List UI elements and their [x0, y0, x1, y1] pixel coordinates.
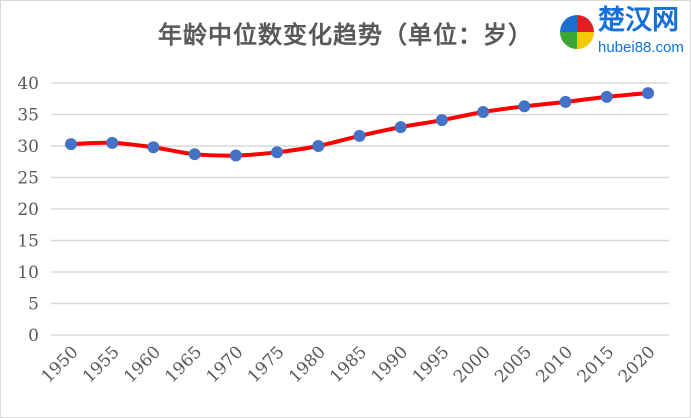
- x-tick-label: 1970: [203, 342, 248, 387]
- x-tick-label: 1955: [79, 342, 124, 387]
- watermark-logo: 楚汉网 hubei88.com: [558, 5, 686, 61]
- x-tick-label: 1965: [161, 342, 206, 387]
- x-tick-label: 1990: [368, 342, 413, 387]
- x-tick-label: 1975: [244, 342, 289, 387]
- y-tick-label: 5: [28, 295, 39, 315]
- logo-url: hubei88.com: [598, 39, 684, 56]
- data-point: [188, 148, 201, 161]
- data-point: [353, 129, 366, 142]
- data-point: [65, 138, 77, 151]
- data-point: [394, 121, 407, 134]
- logo-text: 楚汉网: [598, 5, 679, 36]
- data-point: [642, 87, 654, 100]
- x-tick-label: 1985: [326, 342, 371, 387]
- x-tick-label: 2015: [574, 342, 619, 387]
- data-point: [477, 105, 490, 118]
- y-tick-label: 10: [17, 263, 39, 283]
- y-tick-label: 15: [17, 232, 39, 252]
- x-tick-label: 2005: [491, 342, 536, 387]
- x-tick-label: 1950: [38, 342, 83, 387]
- data-point: [147, 141, 160, 154]
- data-point: [312, 140, 325, 152]
- x-tick-label: 1980: [285, 342, 330, 387]
- chart-title: 年龄中位数变化趋势（单位：岁）: [158, 21, 533, 49]
- x-tick-label: 2000: [450, 342, 495, 387]
- data-point: [271, 146, 284, 159]
- y-tick-label: 20: [17, 200, 39, 220]
- globe-icon: [560, 15, 594, 49]
- x-tick-label: 2020: [615, 342, 660, 387]
- x-tick-label: 1960: [120, 342, 165, 387]
- y-tick-label: 35: [17, 106, 39, 126]
- x-tick-label: 2010: [532, 342, 577, 387]
- data-point: [559, 95, 572, 108]
- x-tick-label: 1995: [409, 342, 454, 387]
- y-tick-label: 25: [17, 169, 39, 189]
- y-tick-label: 0: [28, 326, 39, 346]
- data-point: [518, 100, 531, 113]
- data-point: [106, 136, 119, 149]
- data-point: [229, 149, 242, 162]
- data-point: [600, 90, 613, 103]
- y-tick-label: 30: [17, 137, 39, 157]
- data-point: [435, 114, 448, 127]
- y-tick-label: 40: [17, 74, 39, 94]
